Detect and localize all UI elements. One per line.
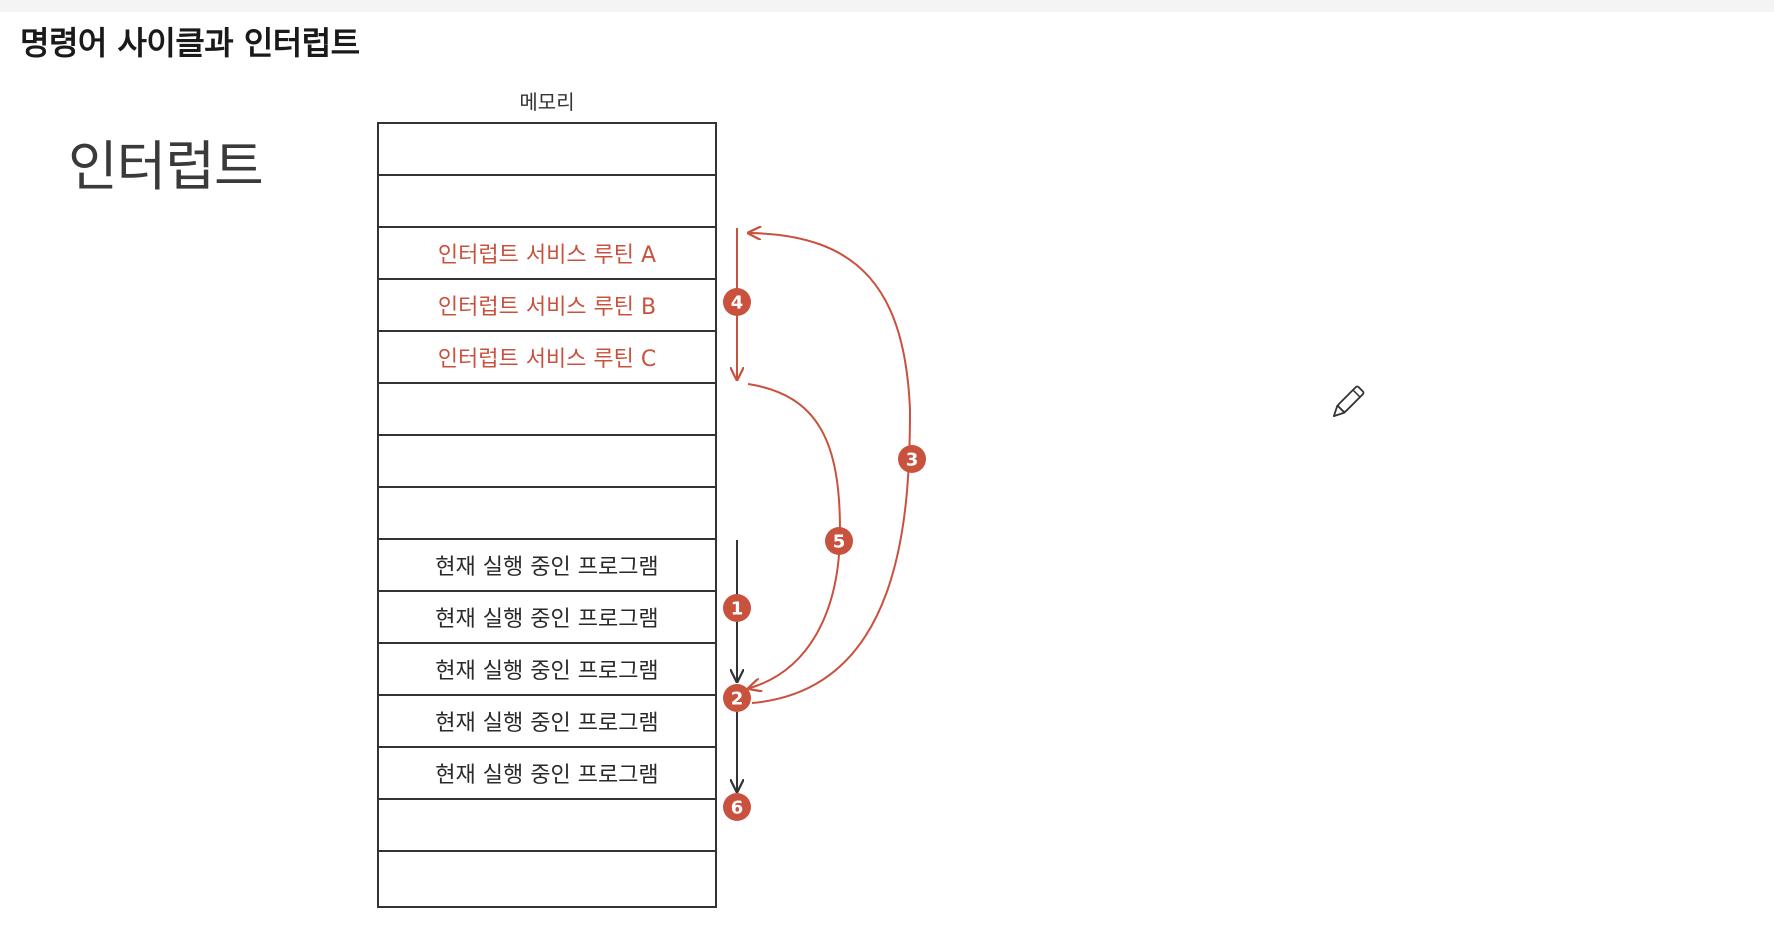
memory-cell: 현재 실행 중인 프로그램	[379, 540, 715, 592]
memory-cell: 인터럽트 서비스 루틴 C	[379, 332, 715, 384]
memory-cell: 인터럽트 서비스 루틴 B	[379, 280, 715, 332]
memory-cell: 현재 실행 중인 프로그램	[379, 592, 715, 644]
svg-text:4: 4	[731, 293, 744, 314]
page-header: 명령어 사이클과 인터럽트	[20, 24, 360, 62]
memory-cell	[379, 384, 715, 436]
step-badge-1: 1	[723, 594, 751, 622]
memory-cell	[379, 800, 715, 852]
memory-cell	[379, 436, 715, 488]
step-badge-4: 4	[723, 288, 751, 316]
top-rule	[0, 0, 1774, 12]
step-badge-5: 5	[825, 527, 853, 555]
svg-text:1: 1	[731, 599, 744, 620]
arrow-step-3	[750, 233, 912, 704]
memory-cell: 현재 실행 중인 프로그램	[379, 644, 715, 696]
svg-text:6: 6	[731, 798, 744, 819]
step-badge-2: 2	[723, 684, 751, 712]
memory-cell: 인터럽트 서비스 루틴 A	[379, 228, 715, 280]
memory-cell	[379, 176, 715, 228]
pencil-icon	[1332, 385, 1365, 418]
svg-text:5: 5	[833, 532, 846, 553]
section-title: 인터럽트	[68, 135, 264, 198]
memory-cell: 현재 실행 중인 프로그램	[379, 696, 715, 748]
svg-text:2: 2	[731, 689, 744, 710]
memory-cell	[379, 124, 715, 176]
svg-text:3: 3	[906, 450, 919, 471]
memory-block: 인터럽트 서비스 루틴 A 인터럽트 서비스 루틴 B 인터럽트 서비스 루틴 C 현…	[377, 122, 717, 908]
step-badge-3: 3	[898, 445, 926, 473]
memory-cell: 현재 실행 중인 프로그램	[379, 748, 715, 800]
memory-cell	[379, 488, 715, 540]
memory-label: 메모리	[519, 90, 575, 114]
step-badge-6: 6	[723, 793, 751, 821]
